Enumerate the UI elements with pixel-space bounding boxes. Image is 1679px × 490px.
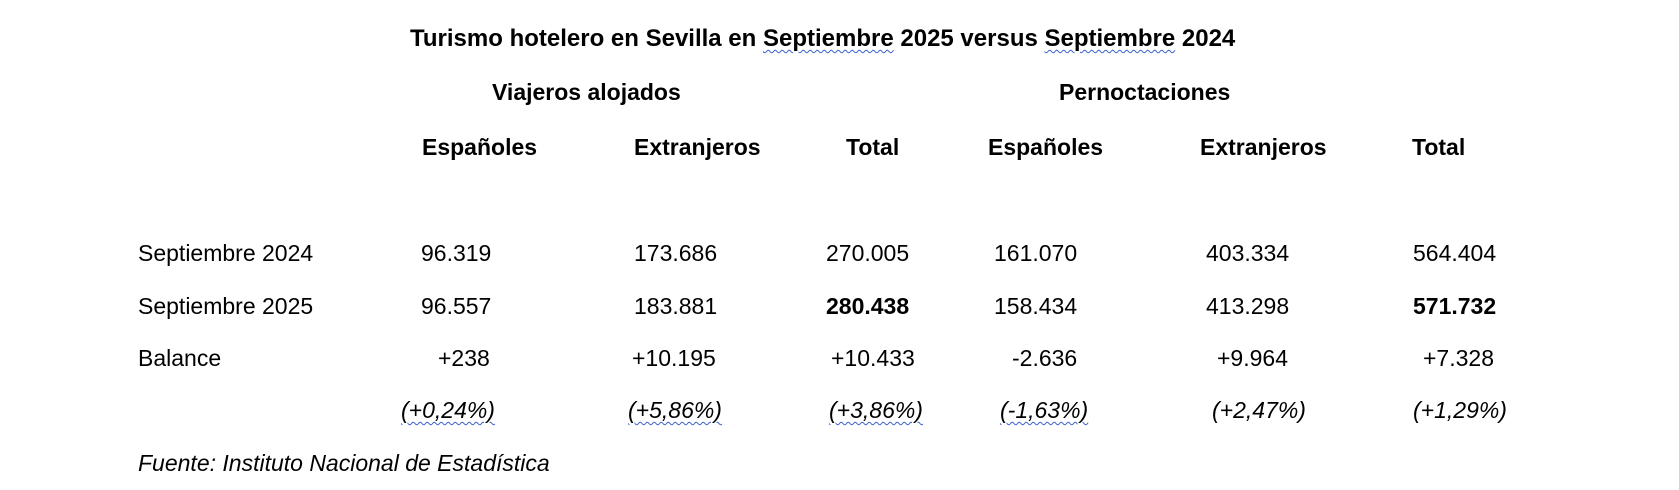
column-header-pernoctaciones-extranjeros: Extranjeros xyxy=(1200,134,1327,160)
percent-text: (+3,86%) xyxy=(829,397,923,423)
table-cell: 96.557 xyxy=(421,293,492,319)
percent-text: (+1,29%) xyxy=(1413,397,1507,423)
table-cell: 161.070 xyxy=(994,240,1078,266)
title-text-2: 2025 versus xyxy=(893,25,1045,52)
group-header-pernoctaciones: Pernoctaciones xyxy=(1059,79,1231,105)
row-label-septiembre-2024: Septiembre 2024 xyxy=(138,240,314,266)
table-cell-percent: (-1,63%) xyxy=(1000,399,1088,422)
group-header-viajeros: Viajeros alojados xyxy=(492,79,681,105)
row-label-septiembre-2025: Septiembre 2025 xyxy=(138,293,314,319)
document-title: Turismo hotelero en Sevilla en Septiembr… xyxy=(410,27,1235,51)
title-word-1: Septiembre xyxy=(762,25,894,52)
column-header-viajeros-extranjeros: Extranjeros xyxy=(634,134,761,160)
table-cell-total-bold: 571.732 xyxy=(1413,293,1497,319)
column-header-pernoctaciones-espanoles: Españoles xyxy=(988,134,1104,160)
table-cell: 183.881 xyxy=(634,293,718,319)
table-cell-percent: (+2,47%) xyxy=(1212,399,1306,422)
column-header-viajeros-espanoles: Españoles xyxy=(422,134,538,160)
title-text-3: 2024 xyxy=(1175,25,1236,52)
table-cell: 158.434 xyxy=(994,293,1078,319)
percent-text: (+0,24%) xyxy=(401,397,495,423)
title-word-2: Septiembre xyxy=(1044,25,1176,52)
table-cell-percent: (+5,86%) xyxy=(628,399,722,422)
table-cell: 270.005 xyxy=(826,240,910,266)
row-label-balance: Balance xyxy=(138,345,222,371)
table-cell: +7.328 xyxy=(1423,345,1494,371)
table-cell: +9.964 xyxy=(1217,345,1288,371)
table-cell: +238 xyxy=(438,345,490,371)
table-cell: 564.404 xyxy=(1413,240,1497,266)
table-cell: 413.298 xyxy=(1206,293,1290,319)
percent-text: (-1,63%) xyxy=(1000,397,1089,423)
table-cell: -2.636 xyxy=(1012,345,1078,371)
table-cell: 173.686 xyxy=(634,240,718,266)
table-cell: +10.195 xyxy=(632,345,716,371)
table-cell: 96.319 xyxy=(421,240,492,266)
table-cell-percent: (+3,86%) xyxy=(829,399,923,422)
table-cell-percent: (+1,29%) xyxy=(1413,399,1507,422)
table-cell: 403.334 xyxy=(1206,240,1290,266)
column-header-pernoctaciones-total: Total xyxy=(1412,134,1466,160)
table-cell-total-bold: 280.438 xyxy=(826,293,910,319)
source-note: Fuente: Instituto Nacional de Estadístic… xyxy=(138,450,550,476)
column-header-viajeros-total: Total xyxy=(846,134,900,160)
percent-text: (+5,86%) xyxy=(628,397,722,423)
table-cell: +10.433 xyxy=(831,345,915,371)
title-text-1: Turismo hotelero en Sevilla en xyxy=(410,25,763,52)
table-cell-percent: (+0,24%) xyxy=(401,399,495,422)
percent-text: (+2,47%) xyxy=(1212,397,1306,423)
